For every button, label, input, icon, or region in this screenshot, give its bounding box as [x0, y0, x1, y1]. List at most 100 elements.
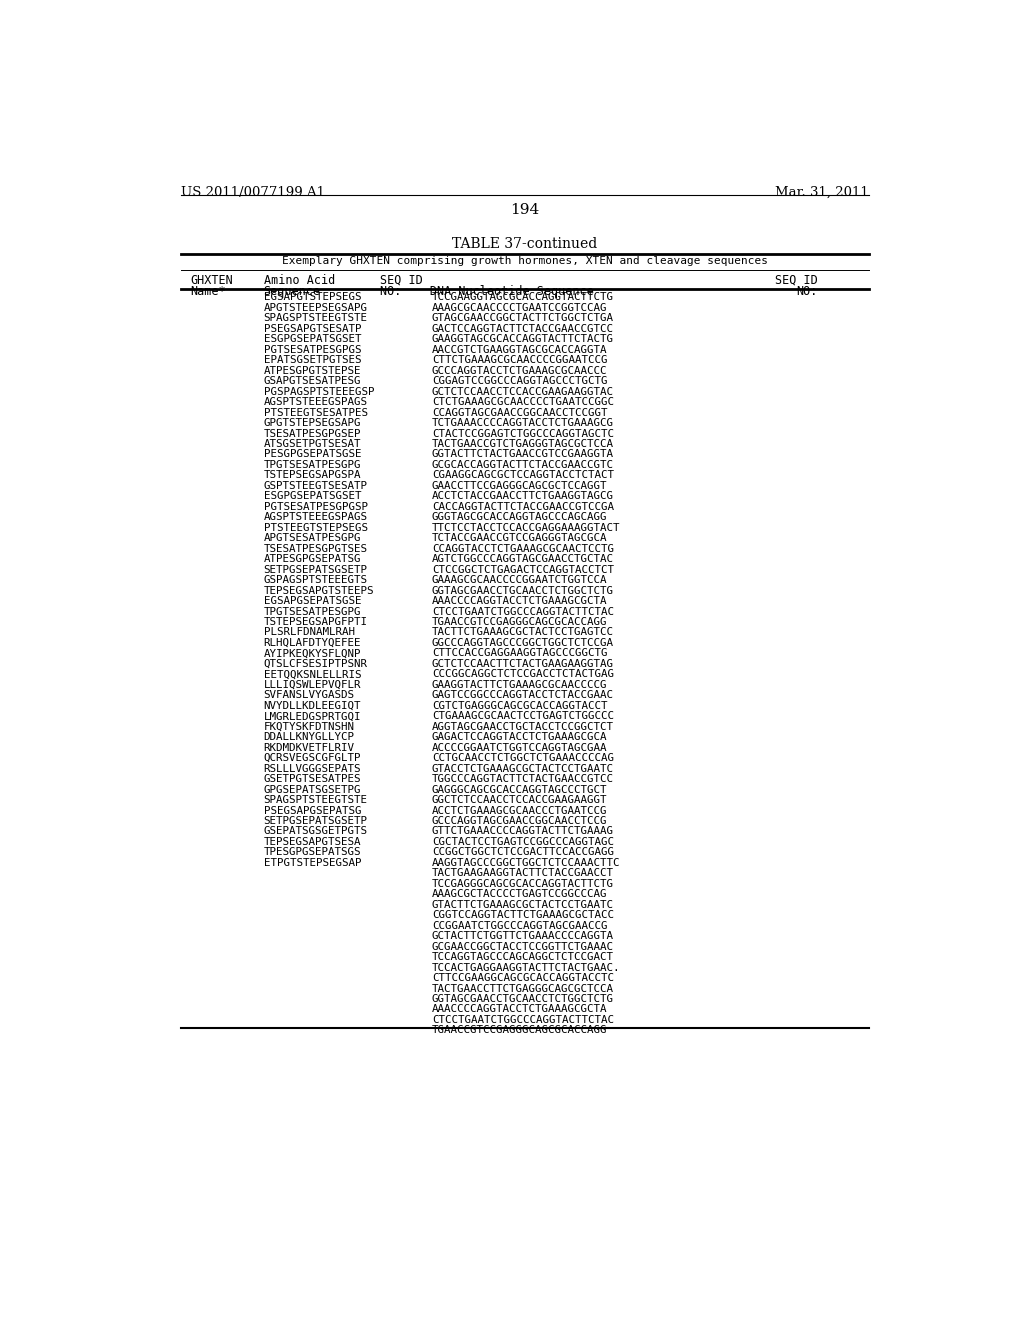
Text: RLHQLAFDTYQEFEE: RLHQLAFDTYQEFEE [263, 638, 361, 648]
Text: GAGACTCCAGGTACCTCTGAAAGCGCA: GAGACTCCAGGTACCTCTGAAAGCGCA [432, 733, 607, 742]
Text: Mar. 31, 2011: Mar. 31, 2011 [775, 186, 869, 199]
Text: GACTCCAGGTACTTCTACCGAACCGTCC: GACTCCAGGTACTTCTACCGAACCGTCC [432, 323, 613, 334]
Text: CCGGAATCTGGCCCAGGTAGCGAACCG: CCGGAATCTGGCCCAGGTAGCGAACCG [432, 921, 607, 931]
Text: CCTGCAACCTCTGGCTCTGAAACCCCAG: CCTGCAACCTCTGGCTCTGAAACCCCAG [432, 754, 613, 763]
Text: TPGTSESATPESGPG: TPGTSESATPESGPG [263, 459, 361, 470]
Text: GCGAACCGGCTACCTCCGGTTCTGAAAC: GCGAACCGGCTACCTCCGGTTCTGAAAC [432, 941, 613, 952]
Text: TCCAGGTAGCCCAGCAGGCTCTCCGACT: TCCAGGTAGCCCAGCAGGCTCTCCGACT [432, 952, 613, 962]
Text: SVFANSLVYGASDS: SVFANSLVYGASDS [263, 690, 354, 701]
Text: TSTEPSEGSAPGFPTI: TSTEPSEGSAPGFPTI [263, 616, 368, 627]
Text: CGTCTGAGGGCAGCGCACCAGGTACCT: CGTCTGAGGGCAGCGCACCAGGTACCT [432, 701, 607, 710]
Text: ESGPGSEPATSGSET: ESGPGSEPATSGSET [263, 334, 361, 345]
Text: CGGAGTCCGGCCCAGGTAGCCCTGCTG: CGGAGTCCGGCCCAGGTAGCCCTGCTG [432, 376, 607, 387]
Text: GGTAGCGAACCTGCAACCTCTGGCTCTG: GGTAGCGAACCTGCAACCTCTGGCTCTG [432, 586, 613, 595]
Text: NO:: NO: [797, 285, 818, 298]
Text: AGSPTSTEEEGSPAGS: AGSPTSTEEEGSPAGS [263, 512, 368, 523]
Text: AAACCCCAGGTACCTCTGAAAGCGCTA: AAACCCCAGGTACCTCTGAAAGCGCTA [432, 1005, 607, 1015]
Text: GGCTCTCCAACCTCCACCGAAGAAGGT: GGCTCTCCAACCTCCACCGAAGAAGGT [432, 795, 607, 805]
Text: FKQTYSKFDTNSHN: FKQTYSKFDTNSHN [263, 722, 354, 731]
Text: ESGPGSEPATSGSET: ESGPGSEPATSGSET [263, 491, 361, 502]
Text: CCGGCTGGCTCTCCGACTTCCACCGAGG: CCGGCTGGCTCTCCGACTTCCACCGAGG [432, 847, 613, 858]
Text: ATSGSETPGTSESAT: ATSGSETPGTSESAT [263, 440, 361, 449]
Text: QCRSVEGSCGFGLTP: QCRSVEGSCGFGLTP [263, 754, 361, 763]
Text: GAACCTTCCGAGGGCAGCGCTCCAGGT: GAACCTTCCGAGGGCAGCGCTCCAGGT [432, 480, 607, 491]
Text: APGTSTEEPSEGSAPG: APGTSTEEPSEGSAPG [263, 302, 368, 313]
Text: CTCCGGCTCTGAGACTCCAGGTACCTCT: CTCCGGCTCTGAGACTCCAGGTACCTCT [432, 565, 613, 574]
Text: GTACTTCTGAAAGCGCTACTCCTGAATC: GTACTTCTGAAAGCGCTACTCCTGAATC [432, 900, 613, 909]
Text: GHXTEN: GHXTEN [190, 275, 232, 286]
Text: GGGTAGCGCACCAGGTAGCCCAGCAGG: GGGTAGCGCACCAGGTAGCCCAGCAGG [432, 512, 607, 523]
Text: TCTACCGAACCGTCCGAGGGTAGCGCA: TCTACCGAACCGTCCGAGGGTAGCGCA [432, 533, 607, 544]
Text: AAACCCCAGGTACCTCTGAAAGCGCTA: AAACCCCAGGTACCTCTGAAAGCGCTA [432, 597, 607, 606]
Text: GSAPGTSESATPESG: GSAPGTSESATPESG [263, 376, 361, 387]
Text: PESGPGSEPATSGSE: PESGPGSEPATSGSE [263, 449, 361, 459]
Text: US 2011/0077199 A1: US 2011/0077199 A1 [180, 186, 325, 199]
Text: DDALLKNYGLLYCP: DDALLKNYGLLYCP [263, 733, 354, 742]
Text: TTCTCCTACCTCCACCGAGGAAAGGTACT: TTCTCCTACCTCCACCGAGGAAAGGTACT [432, 523, 621, 533]
Text: CGGTCCAGGTACTTCTGAAAGCGCTACC: CGGTCCAGGTACTTCTGAAAGCGCTACC [432, 911, 613, 920]
Text: GTAGCGAACCGGCTACTTCTGGCTCTGA: GTAGCGAACCGGCTACTTCTGGCTCTGA [432, 313, 613, 323]
Text: TACTGAACCTTCTGAGGGCAGCGCTCCA: TACTGAACCTTCTGAGGGCAGCGCTCCA [432, 983, 613, 994]
Text: EETQQKSNLELLRIS: EETQQKSNLELLRIS [263, 669, 361, 680]
Text: ACCTCTACCGAACCTTCTGAAGGTAGCG: ACCTCTACCGAACCTTCTGAAGGTAGCG [432, 491, 613, 502]
Text: AGGTAGCGAACCTGCTACCTCCGGCTCT: AGGTAGCGAACCTGCTACCTCCGGCTCT [432, 722, 613, 731]
Text: TCCGAGGGCAGCGCACCAGGTACTTCTG: TCCGAGGGCAGCGCACCAGGTACTTCTG [432, 879, 613, 888]
Text: AACCGTCTGAAGGTAGCGCACCAGGTA: AACCGTCTGAAGGTAGCGCACCAGGTA [432, 345, 607, 355]
Text: TPGTSESATPESGPG: TPGTSESATPESGPG [263, 607, 361, 616]
Text: AGSPTSTEEEGSPAGS: AGSPTSTEEEGSPAGS [263, 397, 368, 407]
Text: AAAGCGCTACCCCTGAGTCCGGCCCAG: AAAGCGCTACCCCTGAGTCCGGCCCAG [432, 890, 607, 899]
Text: GCTCTCCAACTTCTACTGAAGAAGGTAG: GCTCTCCAACTTCTACTGAAGAAGGTAG [432, 659, 613, 669]
Text: GSPAGSPTSTEEEGTS: GSPAGSPTSTEEEGTS [263, 576, 368, 585]
Text: TCTGAAACCCCAGGTACCTCTGAAAGCG: TCTGAAACCCCAGGTACCTCTGAAAGCG [432, 418, 613, 428]
Text: TCCACTGAGGAAGGTACTTCTACTGAAC.: TCCACTGAGGAAGGTACTTCTACTGAAC. [432, 962, 621, 973]
Text: CTCTGAAAGCGCAACCCCTGAATCCGGC: CTCTGAAAGCGCAACCCCTGAATCCGGC [432, 397, 613, 407]
Text: NO:    DNA Nucleotide Sequence: NO: DNA Nucleotide Sequence [380, 285, 594, 298]
Text: GAAAGCGCAACCCCGGAATCTGGTCCA: GAAAGCGCAACCCCGGAATCTGGTCCA [432, 576, 607, 585]
Text: GSETPGTSESATPES: GSETPGTSESATPES [263, 774, 361, 784]
Text: GCGCACCAGGTACTTCTACCGAACCGTC: GCGCACCAGGTACTTCTACCGAACCGTC [432, 459, 613, 470]
Text: CTGAAAGCGCAACTCCTGAGTCTGGCCC: CTGAAAGCGCAACTCCTGAGTCTGGCCC [432, 711, 613, 721]
Text: PSEGSAPGSEPATSG: PSEGSAPGSEPATSG [263, 805, 361, 816]
Text: ETPGTSTEPSEGSAP: ETPGTSTEPSEGSAP [263, 858, 361, 867]
Text: TEPSEGSAPGTSTEEPS: TEPSEGSAPGTSTEEPS [263, 586, 374, 595]
Text: ATPESGPGTSTEPSE: ATPESGPGTSTEPSE [263, 366, 361, 376]
Text: TSESATPESGPGTSES: TSESATPESGPGTSES [263, 544, 368, 553]
Text: PGTSESATPESGPGSP: PGTSESATPESGPGSP [263, 502, 368, 512]
Text: TGAACCGTCCGAGGGCAGCGCACCAGG: TGAACCGTCCGAGGGCAGCGCACCAGG [432, 1026, 607, 1035]
Text: EGSAPGSEPATSGSE: EGSAPGSEPATSGSE [263, 597, 361, 606]
Text: AGTCTGGCCCAGGTAGCGAACCTGCTAC: AGTCTGGCCCAGGTAGCGAACCTGCTAC [432, 554, 613, 564]
Text: ATPESGPGSEPATSG: ATPESGPGSEPATSG [263, 554, 361, 564]
Text: CACCAGGTACTTCTACCGAACCGTCCGA: CACCAGGTACTTCTACCGAACCGTCCGA [432, 502, 613, 512]
Text: SEQ ID: SEQ ID [380, 275, 423, 286]
Text: CCAGGTAGCGAACCGGCAACCTCCGGT: CCAGGTAGCGAACCGGCAACCTCCGGT [432, 408, 607, 417]
Text: CGCTACTCCTGAGTCCGGCCCAGGTAGC: CGCTACTCCTGAGTCCGGCCCAGGTAGC [432, 837, 613, 847]
Text: CCAGGTACCTCTGAAAGCGCAACTCCTG: CCAGGTACCTCTGAAAGCGCAACTCCTG [432, 544, 613, 553]
Text: GSEPATSGSGETPGTS: GSEPATSGSGETPGTS [263, 826, 368, 837]
Text: TSTEPSEGSAPGSPA: TSTEPSEGSAPGSPA [263, 470, 361, 480]
Text: CTCCTGAATCTGGCCCAGGTACTTCTAC: CTCCTGAATCTGGCCCAGGTACTTCTAC [432, 1015, 613, 1024]
Text: TGAACCGTCCGAGGGCAGCGCACCAGG: TGAACCGTCCGAGGGCAGCGCACCAGG [432, 616, 607, 627]
Text: GTACCTCTGAAAGCGCTACTCCTGAATC: GTACCTCTGAAAGCGCTACTCCTGAATC [432, 763, 613, 774]
Text: GAGGGCAGCGCACCAGGTAGCCCTGCT: GAGGGCAGCGCACCAGGTAGCCCTGCT [432, 784, 607, 795]
Text: SPAGSPTSTEEGTSTE: SPAGSPTSTEEGTSTE [263, 313, 368, 323]
Text: GCCCAGGTAGCGAACCGGCAACCTCCG: GCCCAGGTAGCGAACCGGCAACCTCCG [432, 816, 607, 826]
Text: GGTACTTCTACTGAACCGTCCGAAGGTA: GGTACTTCTACTGAACCGTCCGAAGGTA [432, 449, 613, 459]
Text: 194: 194 [510, 203, 540, 216]
Text: ACCCCGGAATCTGGTCCAGGTAGCGAA: ACCCCGGAATCTGGTCCAGGTAGCGAA [432, 743, 607, 752]
Text: PGTSESATPESGPGS: PGTSESATPESGPGS [263, 345, 361, 355]
Text: AAAGCGCAACCCCTGAATCCGGTCCAG: AAAGCGCAACCCCTGAATCCGGTCCAG [432, 302, 607, 313]
Text: TACTGAAGAAGGTACTTCTACCGAACCT: TACTGAAGAAGGTACTTCTACCGAACCT [432, 869, 613, 878]
Text: AAGGTAGCCCGGCTGGCTCTCCAAACTTC: AAGGTAGCCCGGCTGGCTCTCCAAACTTC [432, 858, 621, 867]
Text: GAGTCCGGCCCAGGTACCTCTACCGAAC: GAGTCCGGCCCAGGTACCTCTACCGAAC [432, 690, 613, 701]
Text: PSEGSAPGTSESATP: PSEGSAPGTSESATP [263, 323, 361, 334]
Text: NVYDLLKDLEEGIQT: NVYDLLKDLEEGIQT [263, 701, 361, 710]
Text: Exemplary GHXTEN comprising growth hormones, XTEN and cleavage sequences: Exemplary GHXTEN comprising growth hormo… [282, 256, 768, 267]
Text: PGSPAGSPTSTEEEGSP: PGSPAGSPTSTEEEGSP [263, 387, 374, 396]
Text: EPATSGSETPGTSES: EPATSGSETPGTSES [263, 355, 361, 366]
Text: PTSTEEGTSESATPES: PTSTEEGTSESATPES [263, 408, 368, 417]
Text: Name*: Name* [190, 285, 225, 298]
Text: Amino Acid: Amino Acid [263, 275, 335, 286]
Text: TEPSEGSAPGTSESA: TEPSEGSAPGTSESA [263, 837, 361, 847]
Text: GPGTSTEPSEGSAPG: GPGTSTEPSEGSAPG [263, 418, 361, 428]
Text: TGGCCCAGGTACTTCTACTGAACCGTCC: TGGCCCAGGTACTTCTACTGAACCGTCC [432, 774, 613, 784]
